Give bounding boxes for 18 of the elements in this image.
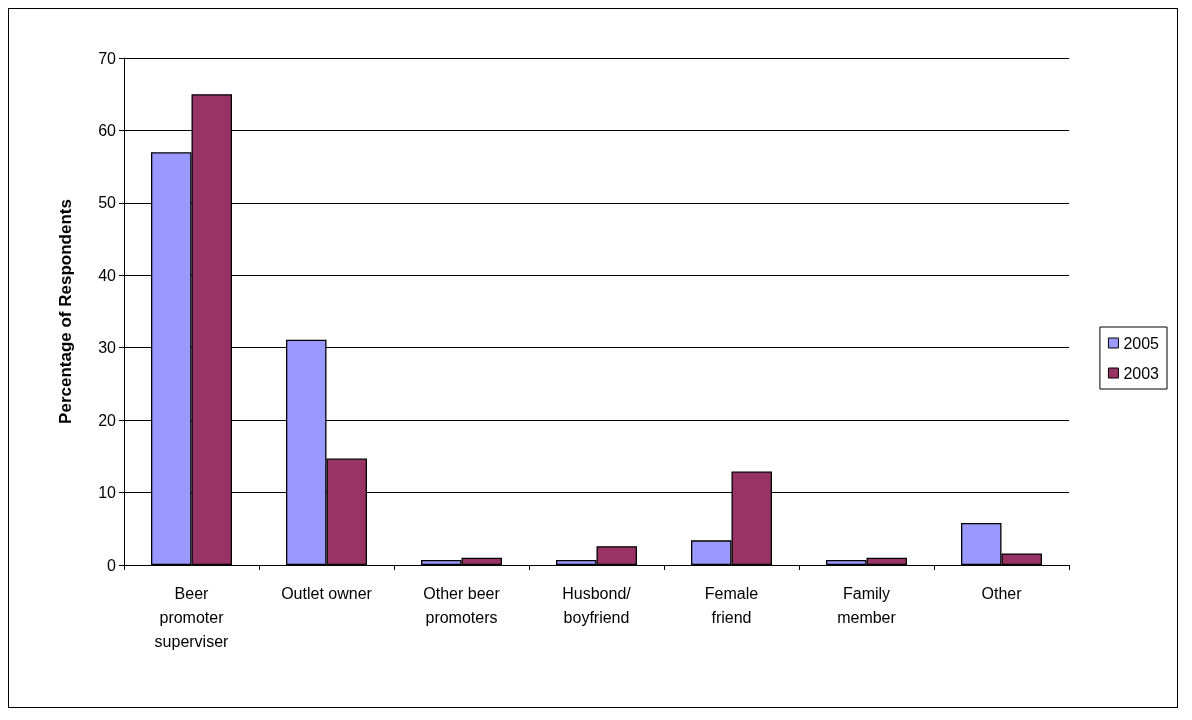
legend-label: 2003: [1123, 364, 1160, 382]
x-tick-label: Beer promoter superviser: [154, 584, 230, 650]
x-tick-label: Female friend: [704, 584, 759, 626]
y-tick-label: 30: [98, 339, 117, 357]
y-tick-label: 40: [98, 266, 117, 284]
x-tick-label: Other beer promoters: [423, 584, 501, 626]
x-tick-label: Other: [981, 584, 1023, 602]
x-tick-label: Family member: [837, 584, 897, 626]
x-tick-label: Husbond/ boyfriend: [562, 584, 632, 626]
y-tick-label: 0: [107, 556, 117, 574]
y-tick-label: 50: [98, 194, 117, 212]
y-tick-label: 70: [98, 49, 117, 67]
y-tick-label: 20: [98, 411, 117, 429]
x-tick-label: Outlet owner: [281, 584, 373, 602]
legend-label: 2005: [1123, 334, 1160, 352]
y-tick-label: 10: [98, 484, 117, 502]
y-axis-title: Percentage of Respondents: [56, 199, 75, 424]
y-tick-label: 60: [98, 121, 117, 139]
